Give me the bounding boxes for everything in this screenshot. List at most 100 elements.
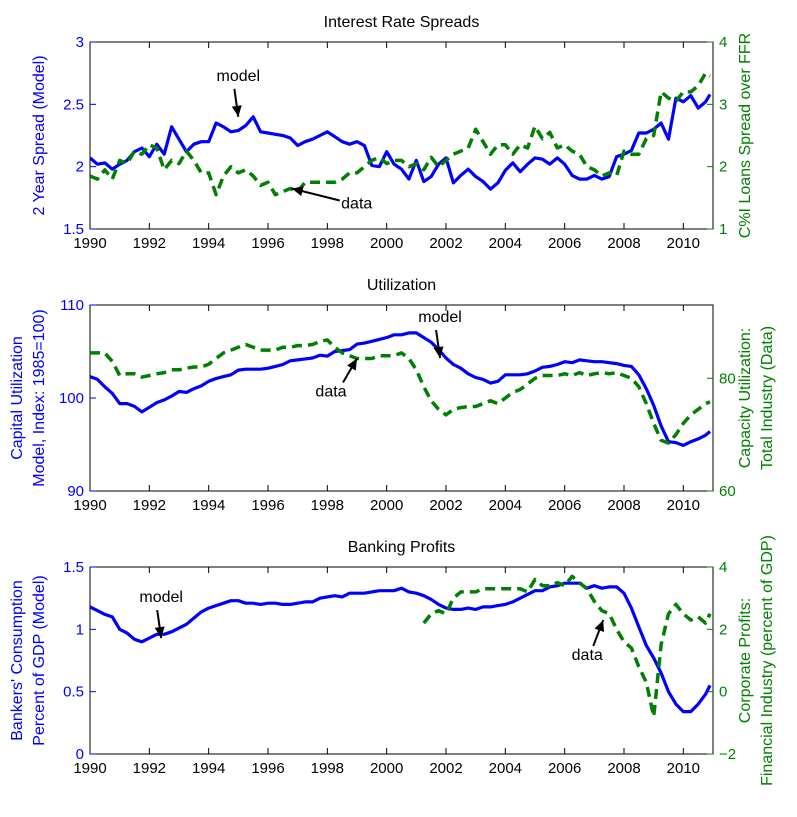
panel-banking-profits: Banking Profits Bankers' Consumption Perc… [9,535,776,786]
left-axis-label-line: 2 Year Spread (Model) [31,55,48,215]
chart-title: Interest Rate Spreads [324,14,480,31]
x-tick-label: 1994 [192,235,225,252]
annotation-label: model [418,309,462,326]
x-tick-label: 2008 [607,497,640,514]
right-y-tick-label: 2 [719,159,727,176]
x-tick-label: 1996 [251,760,284,777]
left-axis-label: Bankers' Consumption Percent of GDP (Mode… [9,575,48,745]
series-line-data [90,71,712,197]
x-tick-label: 1994 [192,497,225,514]
annotation-arrow-head [347,358,357,371]
annotation-model: model [139,589,183,639]
right-axis-label: Capacity Utilization: Total Industry (Dat… [737,326,776,470]
chart-title: Banking Profits [348,539,456,556]
annotation-label: model [139,589,183,606]
x-tick-label: 2006 [548,497,581,514]
annotation-data: data [572,619,605,664]
x-tick-label: 2010 [667,760,700,777]
annotation-arrow-head [291,186,304,197]
x-tick-label: 1998 [311,497,344,514]
left-y-tick-label: 2.5 [63,96,84,113]
panel-interest-rate-spreads: Interest Rate Spreads 2 Year Spread (Mod… [31,14,754,252]
series-line-model [90,93,712,191]
annotation-label: data [341,195,372,212]
right-y-tick-label: −2 [719,746,736,763]
annotation-label: data [572,647,603,664]
annotation-data: data [291,186,372,212]
annotation-label: data [315,384,346,401]
right-y-tick-label: 4 [719,34,727,51]
right-y-tick-label: 2 [719,621,727,638]
x-tick-label: 2002 [429,497,462,514]
left-y-tick-label: 110 [60,297,84,314]
annotation-data: data [315,358,358,401]
left-y-tick-label: 2 [76,159,84,176]
right-axis-label: Corporate Profits: Financial Industry (pe… [737,535,776,786]
x-tick-label: 2000 [370,235,403,252]
plot-frame [89,304,714,492]
annotation-arrow-head [594,619,604,633]
right-axis-label-line: Corporate Profits: [737,598,754,723]
right-y-tick-label: 3 [719,96,727,113]
x-tick-label: 1994 [192,760,225,777]
annotation-arrow-head [231,105,242,117]
x-tick-label: 2002 [429,760,462,777]
x-tick-label: 1990 [73,235,106,252]
right-y-tick-label: 0 [719,684,727,701]
x-tick-label: 2002 [429,235,462,252]
series-line-data [422,574,712,719]
x-tick-label: 1998 [311,760,344,777]
x-tick-label: 2010 [667,497,700,514]
right-y-tick-label: 60 [719,483,736,500]
left-axis-label-line: Percent of GDP (Model) [31,575,48,745]
left-y-tick-label: 0.5 [63,684,84,701]
right-axis-label: C%I Loans Spread over FFR [737,33,754,238]
left-axis-label-line: Capital Utilization [9,336,26,460]
left-axis-label-line: Bankers' Consumption [9,580,26,740]
left-axis-label: 2 Year Spread (Model) [31,55,48,215]
x-tick-label: 1992 [133,235,166,252]
annotation-model: model [418,309,462,359]
left-y-tick-label: 3 [76,34,84,51]
annotation-model: model [217,68,261,117]
x-tick-label: 2008 [607,760,640,777]
plot-frame [89,566,714,755]
x-tick-label: 2004 [489,497,522,514]
x-tick-label: 1998 [311,235,344,252]
annotation-label: model [217,68,261,85]
right-y-tick-label: 80 [719,370,736,387]
series-line-model [90,331,712,447]
left-y-tick-label: 1 [76,621,84,638]
right-y-tick-label: 4 [719,559,727,576]
plot-frame [89,41,714,230]
right-axis-label-line: Capacity Utilization: [737,328,754,469]
x-tick-label: 1996 [251,235,284,252]
series-line-model [90,581,712,714]
right-y-tick-label: 1 [719,221,727,238]
x-tick-label: 2004 [489,235,522,252]
right-axis-label-line: C%I Loans Spread over FFR [737,33,754,238]
x-tick-label: 1990 [73,497,106,514]
panel-utilization: Utilization Capital Utilization Model, In… [9,277,776,514]
left-y-tick-label: 100 [59,390,84,407]
x-tick-label: 2006 [548,760,581,777]
left-y-tick-label: 1.5 [63,559,84,576]
x-tick-label: 2000 [370,760,403,777]
right-axis-label-line: Total Industry (Data) [759,326,776,470]
x-tick-label: 2004 [489,760,522,777]
annotation-arrow-head [154,626,165,639]
left-y-tick-label: 0 [76,746,84,763]
chart-title: Utilization [367,277,436,294]
series-line-data [90,338,711,445]
x-tick-label: 2000 [370,497,403,514]
left-y-tick-label: 1.5 [63,221,84,238]
left-axis-label: Capital Utilization Model, Index: 1985=10… [9,309,48,486]
x-tick-label: 2010 [667,235,700,252]
x-tick-label: 2006 [548,235,581,252]
x-tick-label: 1992 [133,497,166,514]
left-y-tick-label: 90 [67,483,84,500]
x-tick-label: 1996 [251,497,284,514]
x-tick-label: 1990 [73,760,106,777]
left-axis-label-line: Model, Index: 1985=100) [31,309,48,486]
